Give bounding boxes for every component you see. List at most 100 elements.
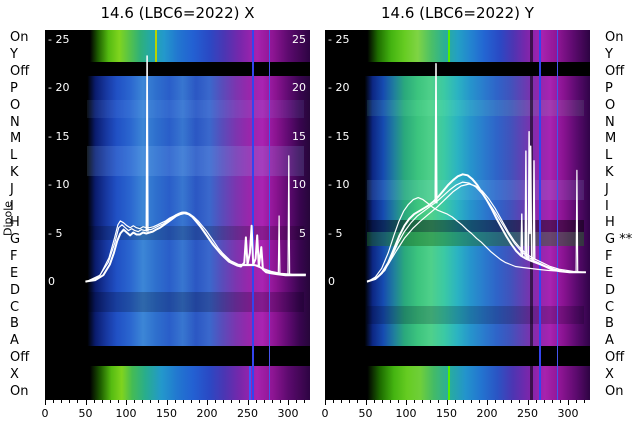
x-tick-label: 0 — [41, 407, 49, 420]
curve-trace-main-1 — [366, 173, 586, 283]
y-tick-label-left: - 10 — [48, 178, 70, 191]
row-label-left: X — [10, 366, 19, 382]
y-tick-label-left: 0 — [48, 275, 55, 288]
row-label-left: P — [10, 80, 18, 96]
x-tick — [288, 400, 289, 405]
x-tick — [304, 400, 306, 403]
x-tick-label: 200 — [476, 407, 498, 420]
curve-spike-cluster — [520, 130, 536, 261]
y-tick-label-left: - 5 — [328, 226, 343, 240]
curve-trace-main-4 — [366, 183, 586, 283]
heatmap-band — [325, 76, 590, 346]
x-tick — [296, 400, 298, 403]
x-tick — [576, 400, 578, 403]
x-tick — [77, 400, 79, 403]
row-label-right: I — [605, 198, 609, 214]
y-tick-label-left: - 20 — [48, 81, 70, 94]
x-tick — [255, 400, 257, 403]
row-label-right: H — [605, 215, 615, 231]
row-label-left: L — [10, 148, 18, 164]
row-label-left: N — [10, 114, 20, 130]
row-label-right: On — [605, 30, 624, 46]
x-tick-label: 300 — [277, 407, 299, 420]
x-tick — [462, 400, 464, 403]
row-label-left: Off — [10, 349, 30, 365]
x-tick — [61, 400, 63, 403]
x-tick — [166, 400, 168, 405]
row-label-right: O — [605, 97, 616, 113]
y-tick-label-left: - 25 — [48, 32, 70, 46]
x-tick — [568, 400, 569, 405]
heatmap-hstripe — [87, 100, 304, 118]
curve-spike-1 — [434, 63, 438, 204]
x-tick — [446, 400, 448, 405]
row-label-left: On — [10, 383, 29, 399]
heatmap-panel: - 25 25 - 20 20 - 15 15 - 10 10 - 5 5 0 — [45, 30, 310, 400]
row-label-right: P — [605, 80, 613, 96]
row-label-right: J — [605, 181, 609, 197]
row-label-left: J — [10, 181, 14, 197]
row-label-right: A — [605, 333, 614, 349]
x-tick — [487, 400, 488, 405]
y-tick-label-left: - 15 — [328, 129, 350, 143]
y-tick-label-left: - 15 — [48, 129, 70, 143]
x-tick — [93, 400, 95, 403]
x-tick-label: 300 — [557, 407, 579, 420]
heatmap-vline — [155, 30, 157, 62]
x-tick — [247, 400, 249, 405]
y-tick-label-right: 25 — [292, 32, 306, 46]
y-tick-label-left: - 25 — [328, 32, 350, 46]
heatmap-band — [325, 366, 590, 400]
row-label-left: A — [10, 333, 19, 349]
x-tick — [454, 400, 456, 403]
x-tick — [422, 400, 424, 403]
heatmap-vline — [557, 30, 558, 400]
y-tick-label-left: - 5 — [48, 226, 63, 240]
x-tick-label: 250 — [237, 407, 258, 420]
heatmap-band — [45, 366, 310, 400]
x-tick — [559, 400, 561, 403]
x-tick — [223, 400, 225, 403]
row-label-right: B — [605, 316, 614, 332]
heatmap-vline — [269, 30, 270, 400]
x-tick — [174, 400, 176, 403]
heatmap-band — [325, 30, 590, 62]
curve-spike-2 — [575, 169, 579, 273]
x-tick — [69, 400, 71, 403]
row-label-left: C — [10, 299, 20, 315]
x-tick-label: 200 — [196, 407, 218, 420]
x-tick — [478, 400, 480, 403]
x-tick — [271, 400, 273, 403]
curve-spike-1 — [145, 55, 149, 232]
row-label-right: C — [605, 299, 615, 315]
heatmap-hstripe — [87, 146, 304, 176]
x-tick-label: 50 — [358, 407, 373, 420]
row-label-left: On — [10, 30, 29, 46]
x-tick — [381, 400, 383, 403]
x-tick — [53, 400, 55, 403]
x-tick-label: 150 — [436, 407, 457, 420]
row-label-left: M — [10, 131, 22, 147]
curve-trace-main-3 — [85, 211, 306, 283]
x-tick-label: 100 — [395, 407, 417, 420]
x-tick — [190, 400, 192, 403]
panel-title: 14.6 (LBC6=2022) Y — [381, 4, 534, 22]
x-tick — [438, 400, 440, 403]
x-tick — [527, 400, 529, 405]
row-label-left: I — [10, 198, 14, 214]
row-label-right: F — [605, 249, 613, 265]
curve-spike-2 — [277, 215, 281, 275]
x-tick — [109, 400, 111, 403]
x-tick — [182, 400, 184, 403]
x-tick — [414, 400, 416, 403]
curve-overlay — [366, 63, 586, 283]
y-tick-label-right: 15 — [292, 129, 306, 143]
row-label-left: Off — [10, 64, 30, 80]
row-label-left: G — [10, 232, 21, 248]
x-tick — [150, 400, 152, 403]
curve-trace-main-1 — [85, 212, 306, 283]
curve-overlay — [85, 55, 306, 283]
heatmap-vline — [448, 30, 450, 62]
heatmap-hstripe — [367, 232, 584, 246]
y-tick-label-left: 0 — [328, 275, 335, 288]
